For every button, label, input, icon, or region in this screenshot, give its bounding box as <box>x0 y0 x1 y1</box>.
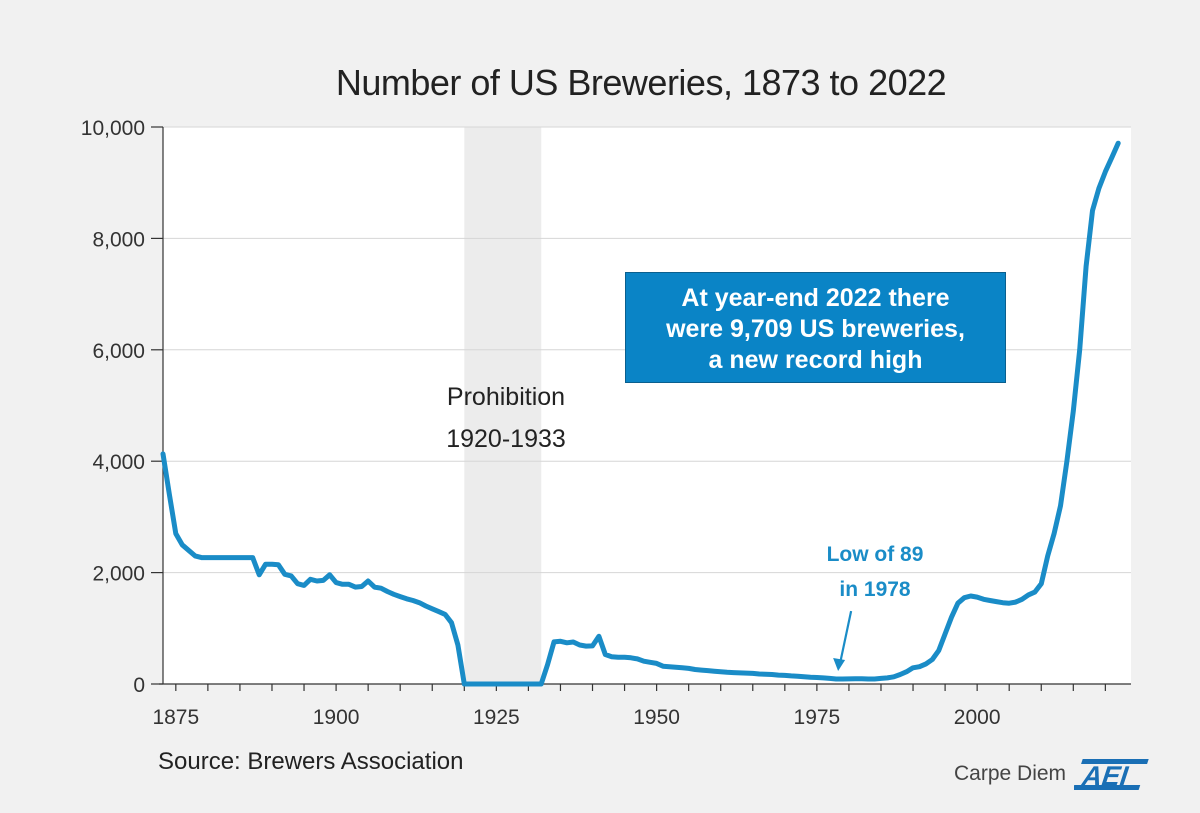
axes <box>151 126 1131 691</box>
x-tick-label: 1950 <box>633 706 680 729</box>
prohibition-label: Prohibition 1920-1933 <box>406 376 606 460</box>
x-tick-labels: 1875 1900 1925 1950 1975 2000 <box>152 706 1000 729</box>
low-annotation-line2: in 1978 <box>839 578 911 601</box>
prohibition-label-line2: 1920-1933 <box>446 425 566 453</box>
y-tick-labels: 0 2,000 4,000 6,000 8,000 10,000 <box>81 117 145 697</box>
y-tick-label: 8,000 <box>92 228 145 251</box>
y-tick-label: 4,000 <box>92 451 145 474</box>
record-callout: At year-end 2022 there were 9,709 US bre… <box>625 272 1006 383</box>
source-note: Source: Brewers Association <box>158 748 464 775</box>
series-line <box>160 140 1121 687</box>
x-tick-label: 1925 <box>473 706 520 729</box>
chart-title: Number of US Breweries, 1873 to 2022 <box>335 62 947 103</box>
callout-line1: At year-end 2022 there <box>681 284 950 312</box>
callout-line3: a new record high <box>708 346 923 374</box>
y-tick-label: 2,000 <box>92 563 145 586</box>
prohibition-band <box>464 127 542 684</box>
y-tick-label: 0 <box>133 674 145 697</box>
x-tick-label: 1975 <box>794 706 841 729</box>
low-arrow-head <box>833 658 846 672</box>
low-annotation: Low of 89 in 1978 <box>790 537 960 607</box>
x-tick-label: 1875 <box>152 706 199 729</box>
aei-logo-text: AEI <box>1078 761 1133 791</box>
y-tick-label: 10,000 <box>81 117 145 140</box>
prohibition-label-line1: Prohibition <box>446 383 566 411</box>
plot-area <box>163 127 1131 684</box>
x-tick-label: 2000 <box>954 706 1001 729</box>
aei-logo: AEI <box>1074 759 1149 791</box>
y-tick-label: 6,000 <box>92 340 145 363</box>
x-tick-label: 1900 <box>313 706 360 729</box>
callout-line2: were 9,709 US breweries, <box>666 315 965 343</box>
low-arrow <box>833 610 853 672</box>
low-annotation-line1: Low of 89 <box>826 543 924 566</box>
low-arrow-shaft <box>839 610 853 664</box>
footer-brand: Carpe Diem <box>954 762 1067 785</box>
